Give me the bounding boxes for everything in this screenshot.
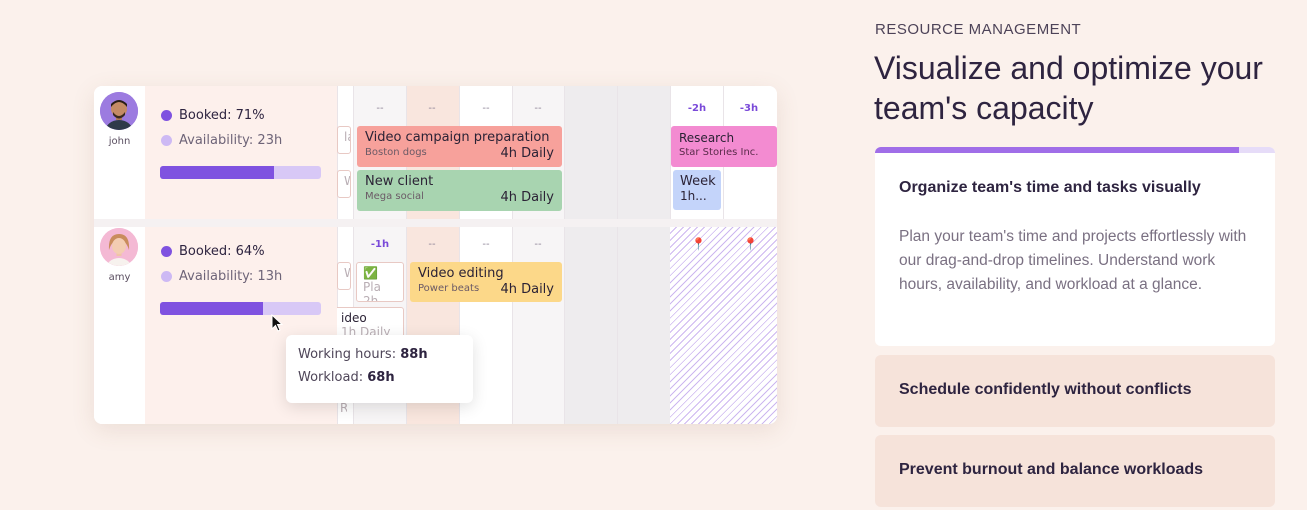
feature-title: Organize team's time and tasks visually [899, 179, 1201, 196]
booked-stat: Booked: 71% [161, 108, 265, 123]
grid-column [459, 86, 512, 424]
mouse-cursor-icon [271, 313, 285, 336]
capacity-cell: -- [428, 239, 436, 250]
capacity-bar-fill [160, 166, 275, 179]
person-name: amy [108, 272, 131, 283]
task-hours: 4h Daily [500, 190, 554, 205]
booked-stat: Booked: 64% [161, 244, 265, 259]
task-client: Boston dogs [365, 147, 427, 158]
task-client: Star Stories Inc. [679, 147, 759, 158]
grid-column-weekend [564, 86, 617, 424]
capacity-cell-overbooked: -3h [739, 103, 759, 114]
tooltip-label: Working hours: [298, 347, 397, 362]
feature-accordion-item[interactable]: Prevent burnout and balance workloads [875, 435, 1275, 507]
task-block-partial[interactable]: la [337, 126, 351, 154]
grid-column-weekend [617, 86, 670, 424]
task-title: Video campaign preparation [365, 130, 550, 145]
capacity-cell: -- [482, 239, 490, 250]
task-hours: 2h... [363, 294, 390, 302]
task-hours: 4h Daily [500, 146, 554, 161]
capacity-cell: -- [534, 103, 542, 114]
people-panel: john Booked: 71% Availability: 23h amy [94, 86, 337, 424]
task-title: ✅ Pla [363, 266, 381, 294]
clock-icon [161, 246, 172, 257]
tooltip-label: Workload: [298, 370, 364, 385]
task-title: Week [680, 174, 716, 189]
capacity-cell: -- [428, 103, 436, 114]
task-block-partial[interactable]: We [337, 262, 351, 290]
feature-progress-fill [875, 147, 1239, 153]
avatar[interactable] [100, 228, 138, 266]
capacity-cell-overbooked: -2h [687, 103, 707, 114]
task-client: Power beats [418, 283, 480, 294]
availability-label: Availability: 13h [179, 269, 283, 284]
task-block[interactable]: Video campaign preparation Boston dogs 4… [357, 126, 562, 167]
task-block-partial[interactable]: We [337, 170, 351, 198]
capacity-cell-overbooked: -1h [370, 239, 390, 250]
capacity-bar-fill [160, 302, 264, 315]
clock-icon [161, 110, 172, 121]
grid-column [337, 86, 353, 424]
capacity-cell: -- [534, 239, 542, 250]
capacity-bar [160, 166, 321, 179]
tooltip-workload: Workload: 68h [298, 370, 461, 385]
tooltip-value: 88h [400, 347, 428, 362]
feature-progress-track [875, 147, 1275, 153]
task-hours: 1h... [680, 189, 707, 203]
feature-accordion-item[interactable]: Schedule confidently without conflicts [875, 355, 1275, 427]
feature-description: Plan your team's time and projects effor… [899, 228, 1247, 293]
feature-title: Schedule confidently without conflicts [899, 381, 1192, 398]
task-title: ideo [341, 311, 367, 325]
avatar[interactable] [100, 92, 138, 130]
workload-tooltip: Working hours: 88h Workload: 68h [286, 335, 473, 403]
task-client: Mega social [365, 191, 424, 202]
task-hours: 4h Daily [500, 282, 554, 297]
row-separator [94, 219, 777, 227]
availability-stat: Availability: 13h [161, 269, 282, 284]
task-title: Research [679, 131, 735, 145]
booked-label: Booked: 64% [179, 244, 265, 259]
task-block[interactable]: Research Star Stories Inc. [671, 126, 777, 167]
clock-icon [161, 135, 172, 146]
feature-accordion-item-active[interactable]: Organize team's time and tasks visually … [875, 147, 1275, 346]
capacity-cell: -- [482, 103, 490, 114]
booked-label: Booked: 71% [179, 108, 265, 123]
feature-title: Prevent burnout and balance workloads [899, 461, 1204, 478]
task-block-partial[interactable]: R [340, 401, 347, 415]
section-eyebrow: RESOURCE MANAGEMENT [875, 21, 1082, 38]
person-stats [145, 86, 337, 219]
availability-stat: Availability: 23h [161, 133, 282, 148]
pin-icon: 📍 [743, 237, 758, 251]
tooltip-working-hours: Working hours: 88h [298, 347, 461, 362]
task-block[interactable]: Week 1h... [673, 170, 721, 210]
task-block-partial[interactable]: ✅ Pla 2h... [356, 262, 404, 302]
tooltip-value: 68h [367, 370, 395, 385]
clock-icon [161, 271, 172, 282]
capacity-cell: -- [376, 103, 384, 114]
capacity-bar[interactable] [160, 302, 321, 315]
availability-label: Availability: 23h [179, 133, 283, 148]
task-title: New client [365, 174, 434, 189]
section-headline: Visualize and optimize your team's capac… [874, 50, 1263, 126]
task-block[interactable]: Video editing Power beats 4h Daily [410, 262, 562, 302]
task-block[interactable]: New client Mega social 4h Daily [357, 170, 562, 211]
time-off-hatch [670, 227, 777, 424]
task-title: Video editing [418, 266, 504, 281]
person-name: john [108, 136, 131, 147]
pin-icon: 📍 [691, 237, 706, 251]
